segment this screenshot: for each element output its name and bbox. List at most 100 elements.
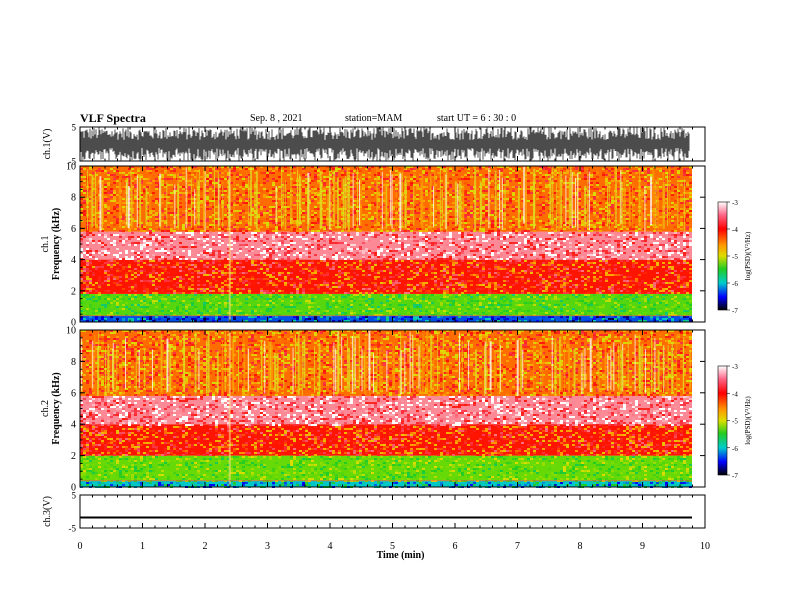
spectrogram-cell (446, 318, 449, 320)
spectrogram-cell (320, 292, 323, 294)
spectrogram-cell (302, 170, 305, 172)
spectrogram-cell (206, 262, 209, 264)
spectrogram-cell (179, 302, 182, 304)
spectrogram-cell (185, 308, 188, 310)
spectrogram-cell (341, 248, 344, 250)
spectrogram-cell (212, 270, 215, 272)
spectrogram-cell (254, 178, 257, 180)
spectrogram-cell (425, 178, 428, 180)
spectrogram-cell (374, 174, 377, 176)
spectrogram-cell (440, 274, 443, 276)
spectrogram-cell (212, 212, 215, 214)
spectrogram-cell (350, 236, 353, 238)
spectrogram-cell (203, 290, 206, 292)
spectrogram-cell (338, 194, 341, 196)
spectrogram-cell (107, 206, 110, 208)
spectrogram-cell (161, 194, 164, 196)
spectrogram-cell (266, 190, 269, 192)
spectrogram-cell (446, 220, 449, 222)
spectrogram-cell (194, 294, 197, 296)
spectrogram-cell (338, 196, 341, 198)
spectrogram-cell (275, 286, 278, 288)
spectrogram-cell (425, 246, 428, 248)
spectrogram-cell (131, 172, 134, 174)
spectrogram-cell (158, 234, 161, 236)
spectrogram-cell (170, 178, 173, 180)
spectrogram-cell (398, 234, 401, 236)
spectrogram-cell (116, 298, 119, 300)
spectrogram-cell (326, 274, 329, 276)
spectrogram-cell (152, 166, 155, 168)
spectrogram-cell (326, 178, 329, 180)
spectrogram-cell (152, 230, 155, 232)
spectrogram-cell (206, 186, 209, 188)
spectrogram-cell (236, 192, 239, 194)
spectrogram-cell (134, 174, 137, 176)
spectrogram-cell (380, 210, 383, 212)
spectrogram-cell (140, 270, 143, 272)
spectrogram-cell (422, 194, 425, 196)
spectrogram-cell (107, 294, 110, 296)
spectrogram-cell (413, 170, 416, 172)
spectrogram-cell (335, 176, 338, 178)
spectrogram-cell (350, 228, 353, 230)
spectrogram-cell (161, 166, 164, 168)
spectrogram-cell (170, 192, 173, 194)
spectrogram-cell (155, 200, 158, 202)
spectrogram-cell (323, 242, 326, 244)
spectrogram-cell (110, 212, 113, 214)
spectrogram-cell (176, 286, 179, 288)
spectrogram-cell (317, 182, 320, 184)
spectrogram-cell (266, 298, 269, 300)
spectrogram-cell (221, 242, 224, 244)
spectrogram-cell (188, 264, 191, 266)
spectrogram-cell (236, 196, 239, 198)
spectrogram-cell (104, 188, 107, 190)
spectrogram-cell (251, 262, 254, 264)
spectrogram-cell (401, 244, 404, 246)
spectrogram-cell (188, 194, 191, 196)
spectrogram-cell (230, 276, 233, 278)
spectrogram-cell (308, 292, 311, 294)
spectrogram-cell (245, 226, 248, 228)
spectrogram-cell (266, 310, 269, 312)
spectrogram-cell (239, 240, 242, 242)
spectrogram-cell (107, 274, 110, 276)
spectrogram-cell (155, 272, 158, 274)
spectrogram-cell (407, 212, 410, 214)
spectrogram-cell (137, 256, 140, 258)
spectrogram-cell (191, 226, 194, 228)
spectrogram-cell (233, 318, 236, 320)
spectrogram-cell (257, 294, 260, 296)
spectrogram-cell (380, 256, 383, 258)
spectrogram-cell (299, 256, 302, 258)
spectrogram-cell (230, 310, 233, 312)
spectrogram-cell (266, 238, 269, 240)
spectrogram-cell (206, 318, 209, 320)
spectrogram-cell (335, 186, 338, 188)
spectrogram-cell (194, 210, 197, 212)
spectrogram-cell (257, 196, 260, 198)
spectrogram-cell (212, 200, 215, 202)
spectrogram-cell (338, 226, 341, 228)
spectrogram-cell (92, 172, 95, 174)
spectrogram-cell (218, 184, 221, 186)
spectrogram-cell (155, 202, 158, 204)
spectrogram-cell (428, 238, 431, 240)
spectrogram-cell (137, 308, 140, 310)
spectrogram-cell (179, 194, 182, 196)
spectrogram-cell (110, 316, 113, 318)
spectrogram-cell (437, 254, 440, 256)
spectrogram-cell (128, 178, 131, 180)
spectrogram-cell (380, 216, 383, 218)
spectrogram-cell (152, 270, 155, 272)
spectrogram-cell (155, 288, 158, 290)
spectrogram-cell (323, 282, 326, 284)
spectrogram-cell (299, 236, 302, 238)
spectrogram-cell (146, 294, 149, 296)
spectrogram-cell (248, 216, 251, 218)
spectrogram-cell (410, 278, 413, 280)
spectrogram-cell (437, 232, 440, 234)
spectrogram-cell (104, 212, 107, 214)
spectrogram-cell (377, 172, 380, 174)
